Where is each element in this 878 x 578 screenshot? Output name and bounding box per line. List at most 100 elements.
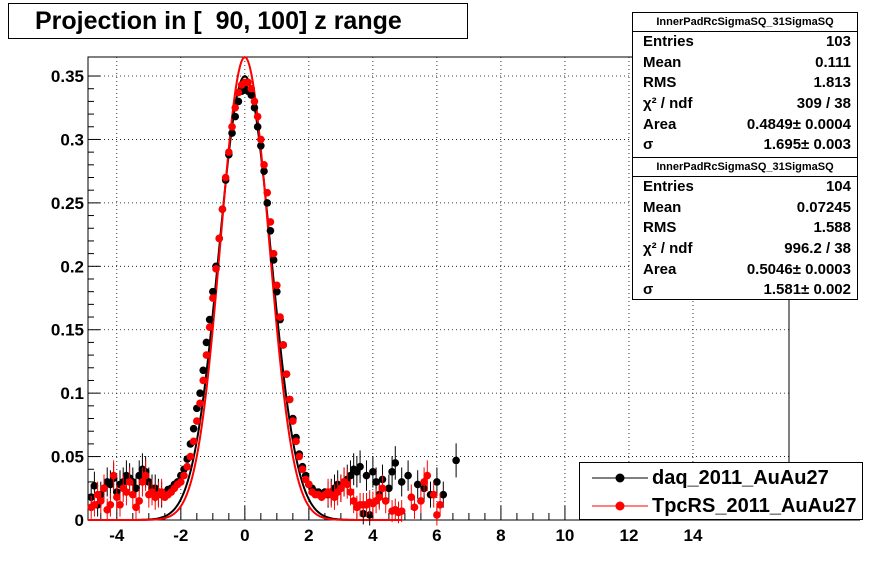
data-point: [93, 490, 102, 499]
data-point: [247, 84, 256, 93]
data-point: [349, 497, 358, 505]
x-tick-label: 10: [555, 526, 574, 545]
data-point: [407, 493, 416, 501]
y-tick-label: 0.25: [51, 194, 84, 213]
data-point: [215, 234, 224, 243]
data-point: [100, 484, 108, 493]
data-point: [356, 462, 364, 471]
data-point: [218, 205, 227, 214]
data-point: [228, 122, 236, 131]
y-tick-label: 0.3: [60, 130, 84, 149]
data-point: [247, 91, 256, 99]
data-point: [202, 338, 211, 347]
stats-box-name: InnerPadRcSigmaSQ_31SigmaSQ: [633, 13, 857, 32]
stats-row-mean: Mean 0.111: [643, 53, 851, 71]
data-point: [209, 294, 217, 302]
data-point: [113, 493, 121, 501]
legend-label-daq: daq_2011_AuAu27: [652, 467, 829, 489]
x-tick-label: 14: [684, 526, 703, 545]
y-tick-label: 0.1: [60, 384, 84, 403]
data-point: [436, 500, 444, 509]
data-point: [263, 199, 272, 207]
data-point: [273, 287, 281, 296]
data-point: [135, 497, 144, 505]
data-point: [292, 437, 300, 446]
data-point: [106, 500, 115, 509]
stats-box-name: InnerPadRcSigmaSQ_31SigmaSQ: [633, 158, 857, 177]
data-point: [253, 112, 262, 121]
data-point: [257, 135, 265, 144]
stats-row-mean: Mean 0.07245: [643, 198, 851, 216]
stats-row-rms: RMS 1.813: [643, 74, 851, 92]
x-tick-label: -4: [109, 526, 125, 545]
data-point: [397, 507, 406, 515]
x-tick-label: 4: [368, 526, 378, 545]
legend-label-tpcrs: TpcRS_2011_AuAu27: [652, 495, 857, 517]
data-point: [260, 161, 268, 169]
data-point: [122, 488, 131, 496]
data-point: [273, 281, 281, 290]
data-point: [109, 471, 118, 480]
data-point: [205, 323, 214, 331]
data-point: [388, 467, 396, 476]
data-point: [269, 249, 278, 258]
stats-row-sigma: σ 1.695± 0.003: [643, 136, 851, 154]
data-point: [234, 88, 243, 97]
data-point: [177, 478, 185, 486]
data-point: [381, 497, 390, 505]
legend-marker-daq: [592, 473, 648, 483]
data-point: [250, 97, 259, 106]
data-point: [372, 478, 380, 486]
x-tick-label: 2: [304, 526, 313, 545]
data-point: [397, 478, 406, 486]
data-point: [433, 478, 441, 486]
data-point: [199, 376, 208, 385]
stats-box-daq: InnerPadRcSigmaSQ_31SigmaSQ Entries 103 M…: [632, 12, 858, 158]
data-point: [186, 452, 195, 461]
data-point: [298, 465, 307, 474]
data-point: [106, 480, 115, 489]
data-point: [305, 480, 313, 489]
data-point: [90, 500, 99, 509]
data-point: [135, 471, 144, 480]
data-point: [337, 484, 345, 493]
stats-box-tpcrs: InnerPadRcSigmaSQ_31SigmaSQ Entries 104 M…: [632, 157, 858, 300]
data-point: [417, 497, 425, 505]
data-point: [199, 366, 208, 375]
data-point: [116, 500, 124, 509]
data-point: [289, 417, 297, 425]
data-point: [378, 484, 387, 493]
data-point: [365, 511, 374, 519]
stats-row-chi2: χ² / ndf 309 / 38: [643, 95, 851, 113]
x-tick-label: 12: [619, 526, 638, 545]
data-point: [125, 478, 134, 486]
data-point: [225, 148, 233, 156]
data-point: [413, 480, 422, 489]
data-point: [253, 122, 262, 131]
data-point: [346, 488, 355, 496]
data-point: [138, 478, 147, 486]
data-point: [202, 351, 211, 359]
x-tick-label: 0: [240, 526, 249, 545]
chart-title: Projection in [ 90, 100] z range: [8, 3, 468, 39]
chart-legend: daq_2011_AuAu27 TpcRS_2011_AuAu27: [579, 462, 863, 520]
data-point: [423, 471, 432, 480]
data-point: [212, 265, 220, 273]
legend-entry-tpcrs: TpcRS_2011_AuAu27: [590, 493, 860, 519]
data-point: [346, 471, 355, 480]
stats-row-chi2: χ² / ndf 996.2 / 38: [643, 240, 851, 258]
data-point: [266, 218, 275, 226]
data-point: [129, 490, 137, 499]
data-point: [266, 226, 275, 235]
legend-entry-daq: daq_2011_AuAu27: [590, 465, 860, 491]
stats-row-area: Area 0.5046± 0.0003: [643, 260, 851, 278]
data-point: [228, 129, 236, 137]
data-point: [209, 287, 217, 296]
data-point: [385, 484, 393, 493]
legend-marker-tpcrs: [592, 501, 648, 511]
data-point: [234, 97, 243, 106]
x-tick-label: 6: [432, 526, 441, 545]
data-point: [132, 503, 140, 512]
data-point: [231, 103, 240, 112]
data-point: [141, 471, 150, 480]
